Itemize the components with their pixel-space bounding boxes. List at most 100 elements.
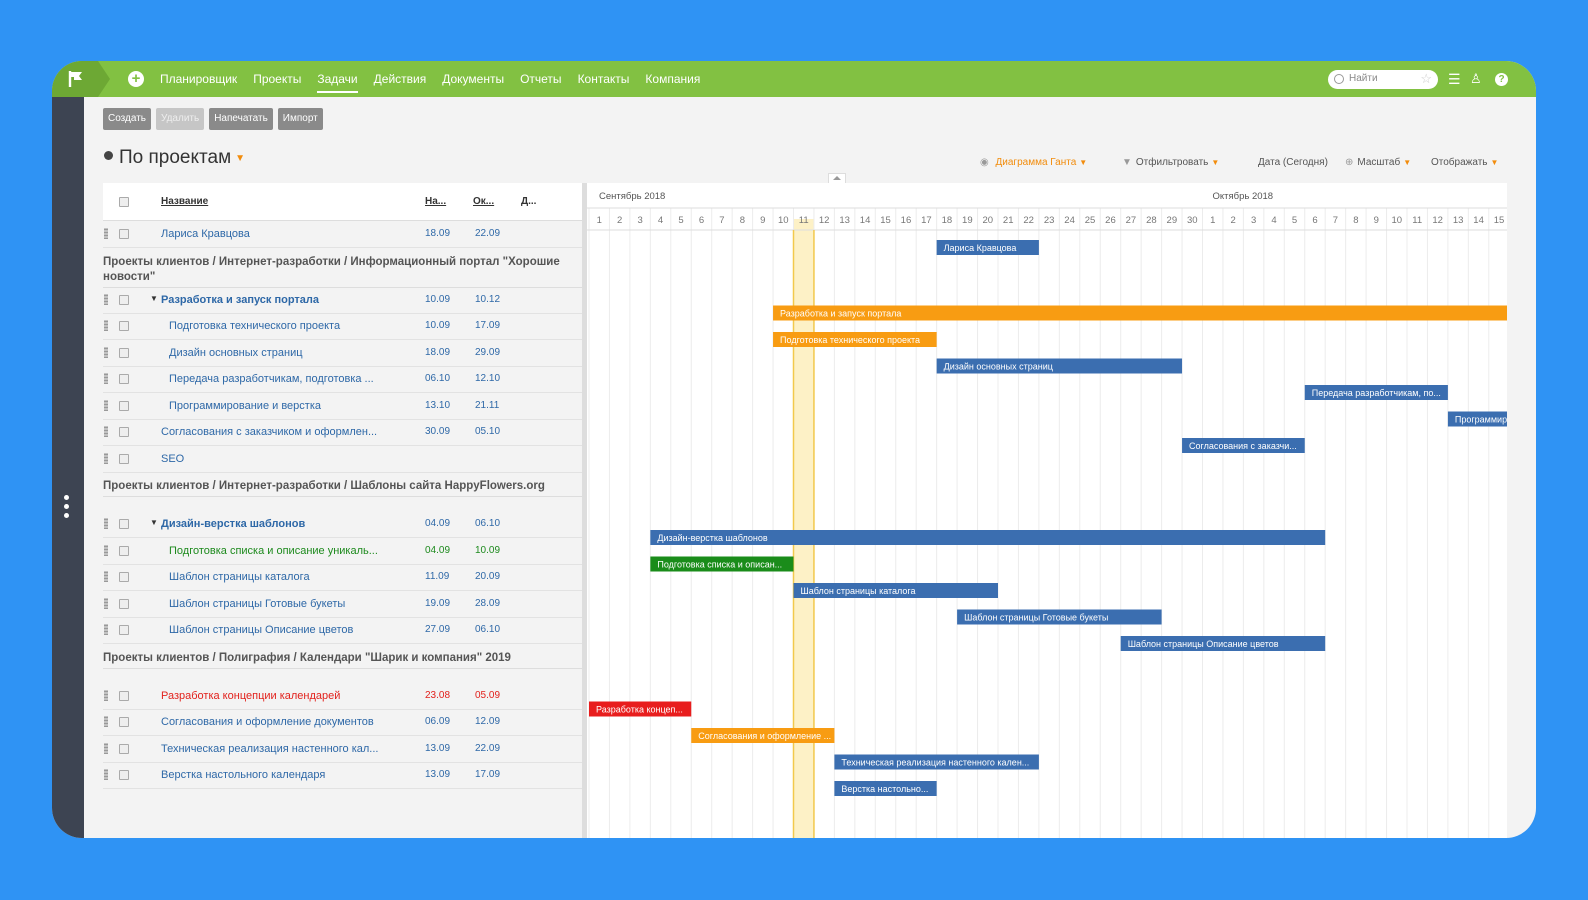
nav-item-5[interactable]: Отчеты xyxy=(520,72,562,86)
task-name[interactable]: Подготовка технического проекта xyxy=(169,320,340,332)
task-row[interactable]: ▼ Разработка и запуск портала 10.09 10.12 xyxy=(103,287,582,314)
task-name[interactable]: Лариса Кравцова xyxy=(161,228,250,240)
drag-handle-icon[interactable] xyxy=(104,346,108,358)
drag-handle-icon[interactable] xyxy=(104,320,108,331)
nav-item-2[interactable]: Задачи xyxy=(309,61,365,97)
task-row[interactable]: Лариса Кравцова 18.09 22.09 xyxy=(103,221,582,248)
help-icon[interactable]: ? xyxy=(1495,73,1508,86)
column-duration[interactable]: Д... xyxy=(521,196,537,207)
row-checkbox[interactable] xyxy=(119,374,129,384)
drag-handle-icon[interactable] xyxy=(104,597,108,609)
create-button[interactable]: Создать xyxy=(103,108,152,130)
select-all-checkbox[interactable] xyxy=(119,197,129,207)
drag-handle-icon[interactable] xyxy=(104,769,108,780)
drag-handle-icon[interactable] xyxy=(104,571,108,582)
drag-handle-icon[interactable] xyxy=(104,624,108,635)
import-button[interactable]: Импорт xyxy=(277,108,323,130)
logo[interactable] xyxy=(52,61,110,97)
nav-item-3[interactable]: Действия xyxy=(373,72,427,86)
row-checkbox[interactable] xyxy=(119,294,129,305)
scale-dropdown[interactable]: ⊕ Масштаб ▼ xyxy=(1345,157,1411,168)
row-checkbox[interactable] xyxy=(119,347,129,358)
nav-item-4[interactable]: Документы xyxy=(442,72,505,86)
task-name[interactable]: Передача разработчикам, подготовка ... xyxy=(169,373,374,385)
drag-handle-icon[interactable] xyxy=(104,426,108,437)
row-checkbox[interactable] xyxy=(119,545,129,556)
menu-icon[interactable]: ☰ xyxy=(1448,71,1461,87)
more-options-icon[interactable] xyxy=(64,495,70,522)
nav-item-0[interactable]: Планировщик xyxy=(160,72,238,86)
row-checkbox[interactable] xyxy=(119,717,129,727)
task-row[interactable]: ▼ Дизайн-верстка шаблонов 04.09 06.10 xyxy=(103,511,582,538)
expand-toggle-icon[interactable]: ▼ xyxy=(150,518,158,527)
drag-handle-icon[interactable] xyxy=(104,716,108,727)
date-today-button[interactable]: Дата (Сегодня) xyxy=(1258,157,1328,168)
add-icon[interactable]: + xyxy=(128,71,144,87)
task-name[interactable]: Дизайн основных страниц xyxy=(169,347,303,359)
print-button[interactable]: Напечатать xyxy=(209,108,273,130)
delete-button[interactable]: Удалить xyxy=(156,108,205,130)
filter-dropdown[interactable]: ▼ Отфильтровать ▼ xyxy=(1122,157,1219,168)
task-name[interactable]: Согласования и оформление документов xyxy=(161,716,374,728)
task-row[interactable]: Верстка настольного календаря 13.09 17.09 xyxy=(103,762,582,789)
drag-handle-icon[interactable] xyxy=(104,742,108,754)
drag-handle-icon[interactable] xyxy=(104,293,108,305)
drag-handle-icon[interactable] xyxy=(104,373,108,384)
task-name[interactable]: Согласования с заказчиком и оформлен... xyxy=(161,426,377,438)
task-name[interactable]: Техническая реализация настенного кал... xyxy=(161,743,378,755)
task-name[interactable]: SEO xyxy=(161,453,184,465)
task-name[interactable]: Разработка концепции календарей xyxy=(161,690,340,702)
user-icon[interactable]: ♙ xyxy=(1470,71,1482,86)
task-name[interactable]: Шаблон страницы Готовые букеты xyxy=(169,598,345,610)
nav-item-6[interactable]: Контакты xyxy=(577,72,630,86)
task-name[interactable]: Шаблон страницы Описание цветов xyxy=(169,624,353,636)
column-end[interactable]: Ок... xyxy=(473,196,495,207)
row-checkbox[interactable] xyxy=(119,770,129,780)
row-checkbox[interactable] xyxy=(119,427,129,437)
drag-handle-icon[interactable] xyxy=(104,399,108,411)
display-dropdown[interactable]: Отображать ▼ xyxy=(1431,157,1498,168)
row-checkbox[interactable] xyxy=(119,572,129,582)
row-checkbox[interactable] xyxy=(119,400,129,411)
task-row[interactable]: Согласования и оформление документов 06.0… xyxy=(103,709,582,736)
gantt-mode-dropdown[interactable]: ◉ Диаграмма Ганта ▼ xyxy=(980,157,1087,168)
task-name[interactable]: ▼ Дизайн-верстка шаблонов xyxy=(150,518,305,530)
row-checkbox[interactable] xyxy=(119,743,129,754)
task-row[interactable]: Шаблон страницы каталога 11.09 20.09 xyxy=(103,564,582,591)
search-input[interactable]: Найти ☆ xyxy=(1328,70,1438,89)
drag-handle-icon[interactable] xyxy=(104,544,108,556)
task-row[interactable]: Подготовка технического проекта 10.09 17.0… xyxy=(103,313,582,340)
task-row[interactable]: Шаблон страницы Описание цветов 27.09 06.1… xyxy=(103,617,582,644)
row-checkbox[interactable] xyxy=(119,690,129,701)
task-name[interactable]: ▼ Разработка и запуск портала xyxy=(150,294,319,306)
panel-splitter[interactable] xyxy=(582,183,587,838)
task-row[interactable]: Техническая реализация настенного кал...… xyxy=(103,736,582,763)
nav-item-1[interactable]: Проекты xyxy=(253,72,302,86)
task-row[interactable]: Согласования с заказчиком и оформлен... 3… xyxy=(103,419,582,446)
collapse-header-icon[interactable] xyxy=(828,173,846,183)
row-checkbox[interactable] xyxy=(119,321,129,331)
task-row[interactable]: Подготовка списка и описание уникаль... 0… xyxy=(103,538,582,565)
task-row[interactable]: SEO xyxy=(103,446,582,473)
task-row[interactable]: Передача разработчикам, подготовка ... 06… xyxy=(103,366,582,393)
expand-toggle-icon[interactable]: ▼ xyxy=(150,293,158,303)
row-checkbox[interactable] xyxy=(119,229,129,239)
drag-handle-icon[interactable] xyxy=(104,689,108,701)
drag-handle-icon[interactable] xyxy=(104,452,108,464)
star-icon[interactable]: ☆ xyxy=(1420,71,1432,86)
row-checkbox[interactable] xyxy=(119,453,129,464)
drag-handle-icon[interactable] xyxy=(104,228,108,239)
drag-handle-icon[interactable] xyxy=(104,518,108,529)
row-checkbox[interactable] xyxy=(119,625,129,635)
task-name[interactable]: Верстка настольного календаря xyxy=(161,769,325,781)
task-name[interactable]: Программирование и верстка xyxy=(169,400,321,412)
task-name[interactable]: Подготовка списка и описание уникаль... xyxy=(169,545,378,557)
view-selector[interactable]: По проектам ▼ xyxy=(104,147,245,169)
row-checkbox[interactable] xyxy=(119,598,129,609)
task-row[interactable]: Шаблон страницы Готовые букеты 19.09 28.09 xyxy=(103,591,582,618)
task-row[interactable]: Разработка концепции календарей 23.08 05.0… xyxy=(103,683,582,710)
task-row[interactable]: Программирование и верстка 13.10 21.11 xyxy=(103,393,582,420)
row-checkbox[interactable] xyxy=(119,519,129,529)
task-row[interactable]: Дизайн основных страниц 18.09 29.09 xyxy=(103,340,582,367)
column-name[interactable]: Название xyxy=(161,196,209,207)
